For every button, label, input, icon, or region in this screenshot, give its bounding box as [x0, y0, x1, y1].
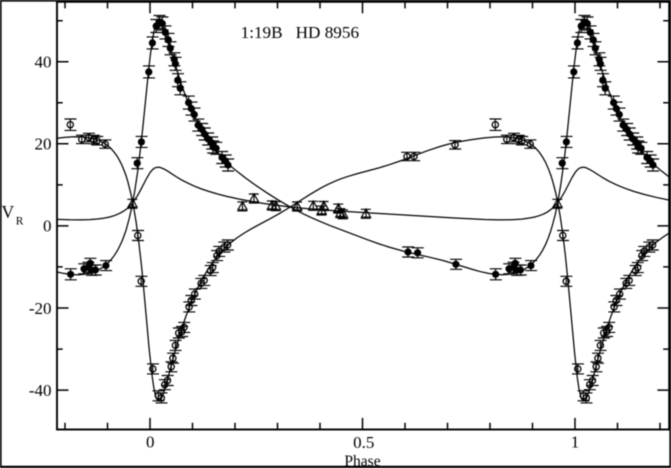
svg-text:40: 40 — [35, 53, 52, 72]
svg-text:1: 1 — [571, 433, 580, 452]
svg-text:R: R — [16, 216, 24, 228]
svg-text:Phase: Phase — [344, 453, 380, 468]
svg-text:-20: -20 — [29, 299, 52, 318]
svg-text:0.5: 0.5 — [353, 433, 374, 452]
svg-text:1:19B: 1:19B — [241, 23, 283, 42]
svg-text:0: 0 — [146, 433, 155, 452]
svg-text:-40: -40 — [29, 381, 52, 400]
svg-text:0: 0 — [43, 217, 52, 236]
svg-text:HD 8956: HD 8956 — [296, 23, 360, 42]
svg-text:V: V — [2, 202, 15, 222]
svg-text:20: 20 — [35, 135, 52, 154]
